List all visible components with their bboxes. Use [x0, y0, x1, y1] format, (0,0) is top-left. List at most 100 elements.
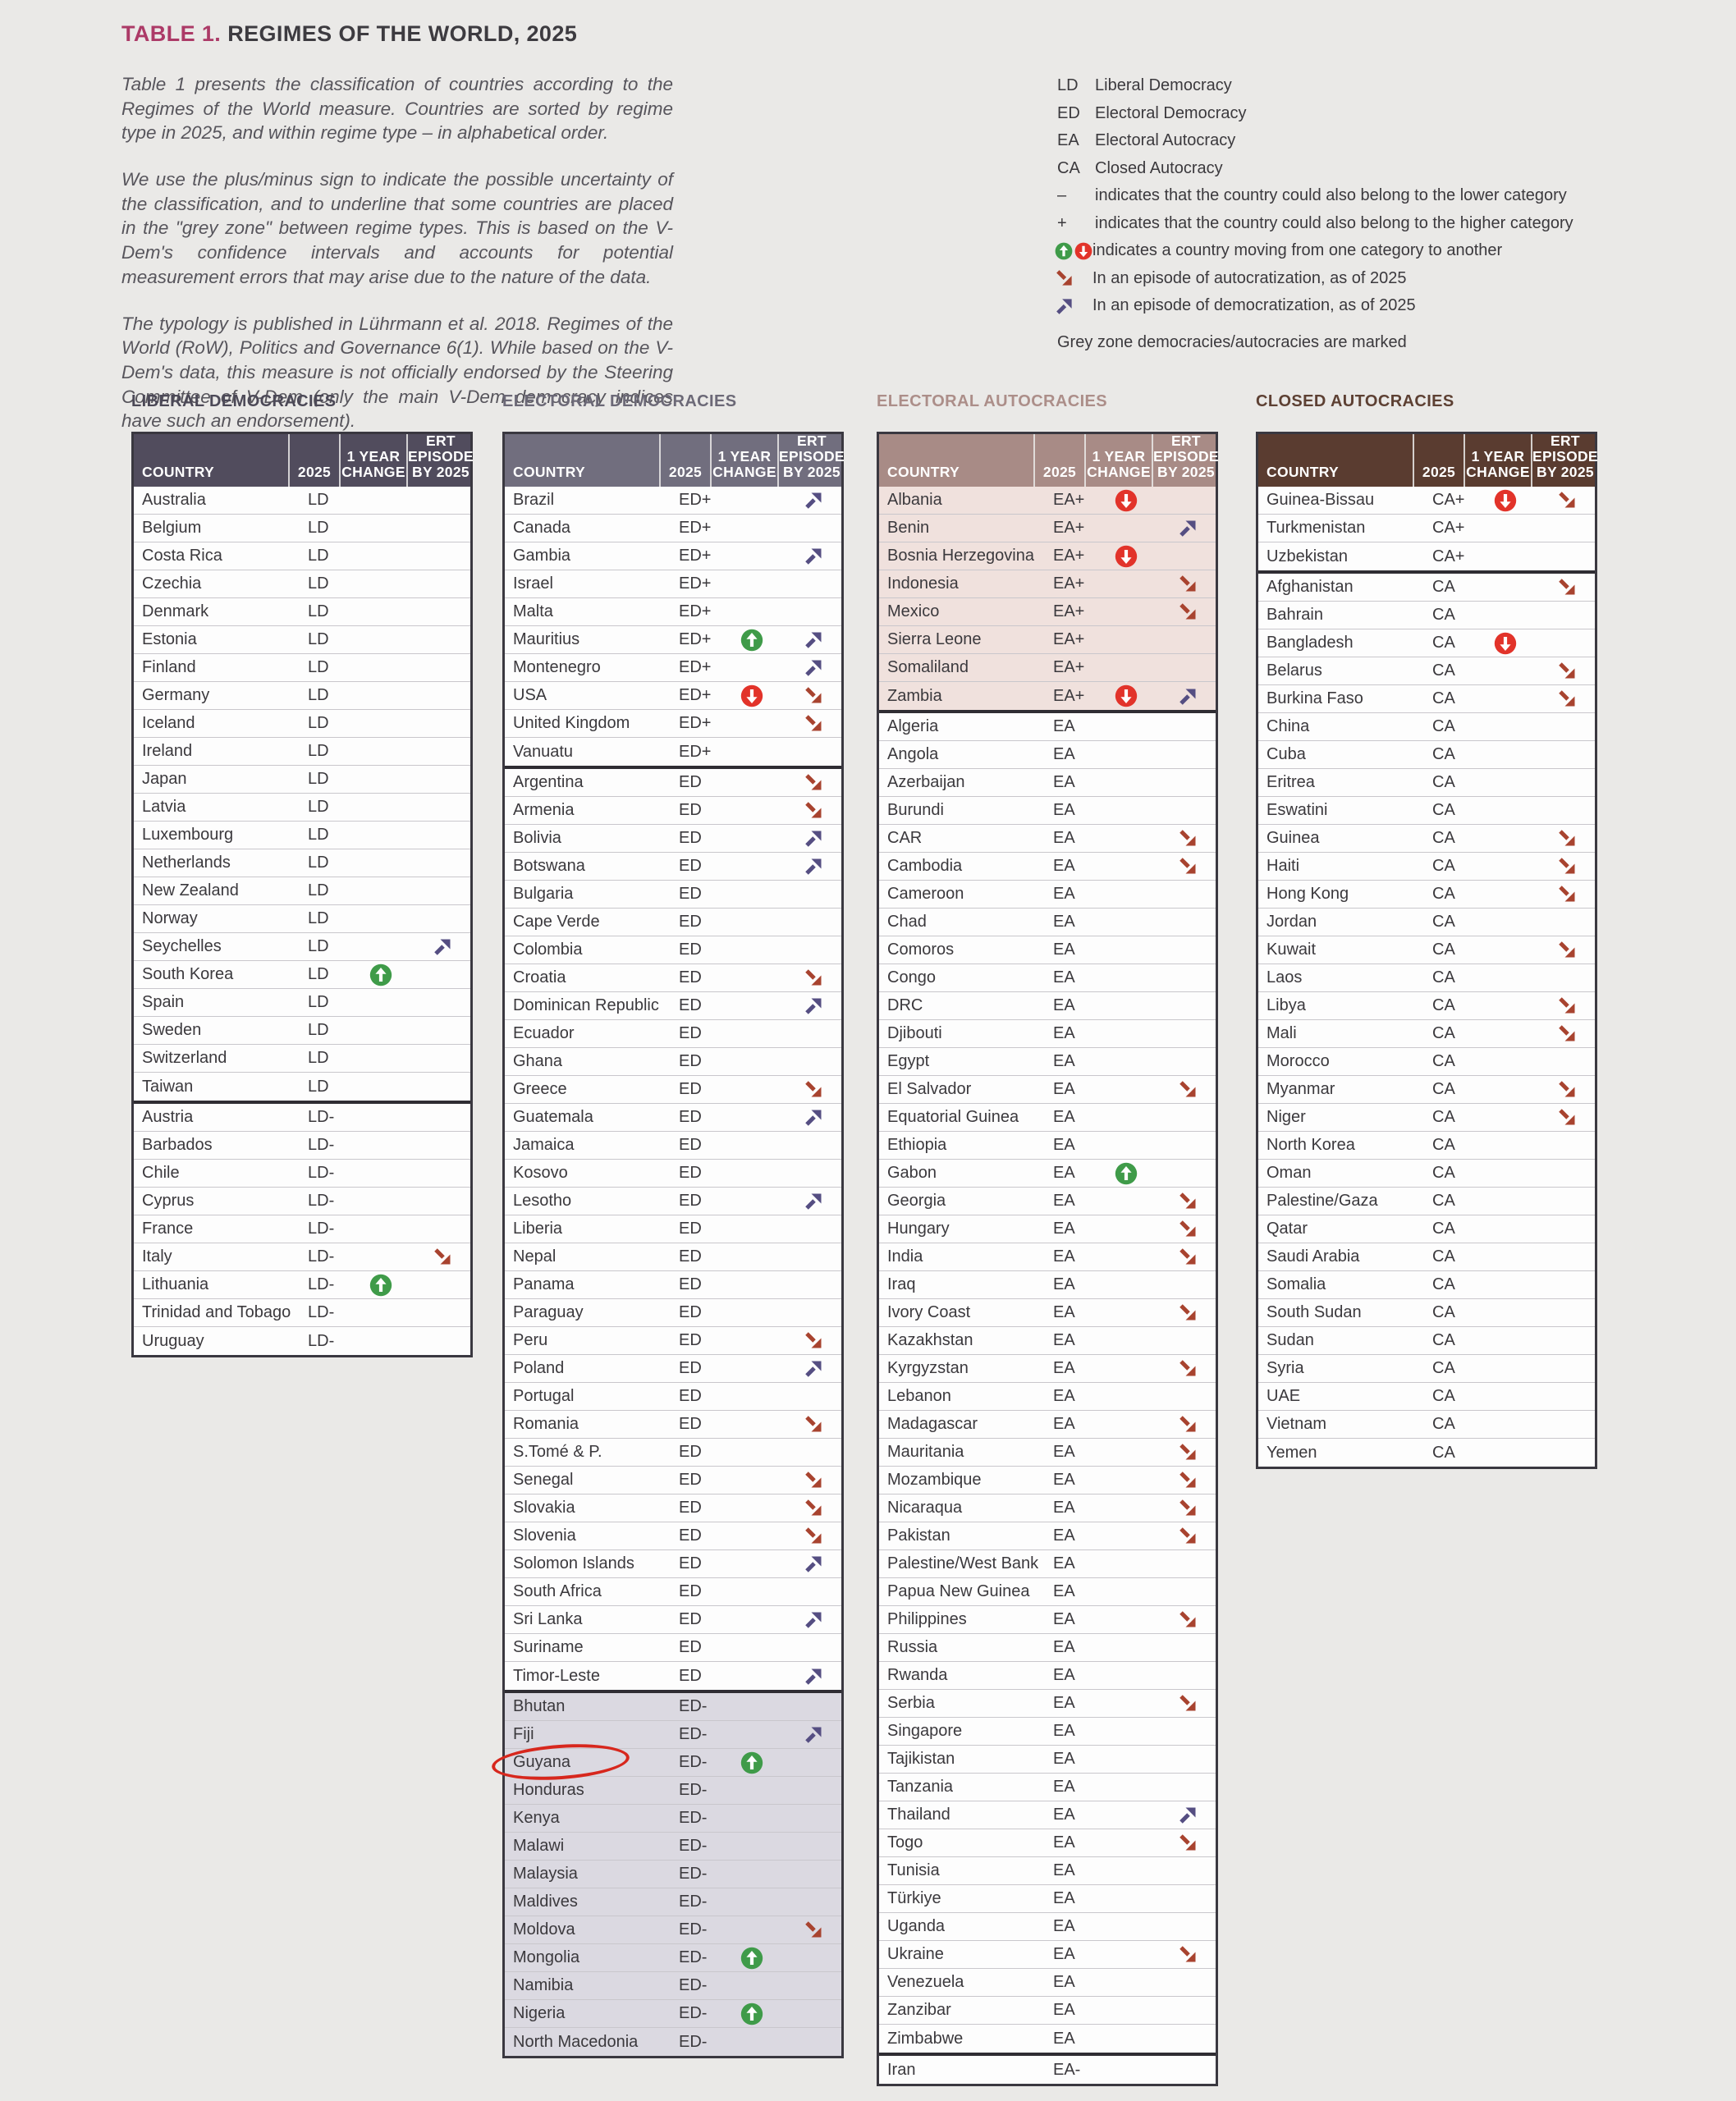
country-cell: Nepal: [513, 1247, 557, 1266]
country-cell: Ethiopia: [887, 1136, 947, 1154]
country-cell: Afghanistan: [1267, 578, 1354, 596]
regime-code-cell: EA: [1053, 2001, 1075, 2019]
legend-symbol: EA: [1057, 131, 1079, 150]
democratization-arrow-icon: [804, 660, 821, 676]
table-row: Ireland LD: [134, 738, 470, 766]
regime-code-cell: ED: [679, 885, 702, 903]
regime-code-cell: EA: [1053, 1638, 1075, 1656]
table-section-title: ELECTORAL AUTOCRACIES: [877, 392, 1108, 410]
regime-code-cell: ED: [679, 829, 702, 847]
table-row: Bangladesh CA: [1258, 629, 1595, 657]
regime-code-cell: EA: [1053, 1192, 1075, 1210]
country-cell: Mexico: [887, 602, 940, 620]
table-row: Ukraine EA: [879, 1941, 1216, 1969]
legend-items: LD Liberal Democracy ED Electoral Democracy…: [1055, 72, 1681, 320]
ert-episode-cell: [786, 1526, 841, 1546]
regime-code-cell: EA+: [1053, 491, 1085, 509]
regime-code-cell: CA+: [1432, 547, 1465, 565]
up-circle-icon: [1055, 242, 1073, 260]
country-cell: Lesotho: [513, 1192, 572, 1210]
ert-episode-cell: [415, 936, 470, 957]
table-row: South Sudan CA: [1258, 1299, 1595, 1327]
regime-code-cell: ED: [679, 1024, 702, 1042]
country-cell: Burundi: [887, 801, 944, 819]
autocratization-arrow-icon: [1179, 1192, 1195, 1209]
country-cell: Israel: [513, 574, 553, 593]
autocratization-arrow-icon: [1179, 1611, 1195, 1627]
country-cell: Oman: [1267, 1164, 1312, 1182]
autocratization-arrow-icon: [1179, 1220, 1195, 1237]
country-cell: Iceland: [142, 714, 195, 732]
country-cell: Guinea: [1267, 829, 1320, 847]
table-row: Australia LD: [134, 487, 470, 515]
country-cell: Moldova: [513, 1920, 575, 1939]
regime-code-cell: ED: [679, 857, 702, 875]
country-cell: Haiti: [1267, 857, 1300, 875]
table-row: India EA: [879, 1243, 1216, 1271]
table-row: Ecuador ED: [505, 1020, 841, 1048]
table-row: Lesotho ED: [505, 1188, 841, 1215]
regime-code-cell: CA: [1432, 968, 1455, 986]
country-cell: Bulgaria: [513, 885, 574, 903]
regime-code-cell: ED+: [679, 491, 712, 509]
regime-code-cell: EA+: [1053, 602, 1085, 620]
table-row: Honduras ED-: [505, 1777, 841, 1805]
table-row: Singapore EA: [879, 1718, 1216, 1746]
one-year-change-cell: [718, 1947, 786, 1970]
table-row: Malawi ED-: [505, 1833, 841, 1861]
regime-code-cell: LD: [308, 742, 329, 760]
country-cell: Benin: [887, 519, 930, 537]
regime-code-cell: CA: [1432, 1359, 1455, 1377]
table-row: UAE CA: [1258, 1383, 1595, 1411]
regime-code-cell: ED+: [679, 714, 712, 732]
ert-episode-cell: [1539, 996, 1595, 1016]
table-row: Cape Verde ED: [505, 909, 841, 936]
country-cell: Philippines: [887, 1610, 967, 1628]
table-row: Gambia ED+: [505, 542, 841, 570]
autocratization-arrow-icon: [1179, 1499, 1195, 1516]
country-cell: Myanmar: [1267, 1080, 1335, 1098]
table-row: Guinea-Bissau CA+: [1258, 487, 1595, 515]
one-year-change-cell: [718, 684, 786, 707]
country-cell: Sweden: [142, 1021, 202, 1039]
regime-code-cell: ED: [679, 1527, 702, 1545]
table-row: Fiji ED-: [505, 1721, 841, 1749]
column-header-country: COUNTRY: [887, 464, 960, 480]
country-cell: Honduras: [513, 1781, 584, 1799]
regime-code-cell: CA: [1432, 689, 1455, 707]
country-cell: Malta: [513, 602, 553, 620]
regime-group-LD: Australia LD Belgium LD Costa Rica LD Czechia L…: [134, 487, 470, 1101]
regime-code-cell: ED: [679, 1666, 702, 1685]
down-circle-icon: [1115, 684, 1138, 707]
one-year-change-cell: [1092, 684, 1160, 707]
autocratization-arrow-icon: [1179, 830, 1195, 846]
country-cell: Burkina Faso: [1267, 689, 1363, 707]
regime-code-cell: CA: [1432, 1415, 1455, 1433]
table-row: Solomon Islands ED: [505, 1550, 841, 1578]
table-row: Panama ED: [505, 1271, 841, 1299]
table-row: CAR EA: [879, 825, 1216, 853]
country-cell: Zambia: [887, 686, 942, 705]
ert-episode-cell: [786, 996, 841, 1016]
table-row: Peru ED: [505, 1327, 841, 1355]
table-row: Sweden LD: [134, 1017, 470, 1045]
regime-code-cell: EA: [1053, 1666, 1075, 1684]
country-cell: China: [1267, 717, 1310, 735]
table-row: Papua New Guinea EA: [879, 1578, 1216, 1606]
autocratization-arrow-icon: [1558, 492, 1574, 508]
table-row: Haiti CA: [1258, 853, 1595, 881]
country-cell: Zimbabwe: [887, 2029, 964, 2048]
regime-code-cell: ED: [679, 1638, 702, 1656]
country-cell: Estonia: [142, 630, 197, 648]
regime-code-cell: EA: [1053, 1331, 1075, 1349]
table-row: Uganda EA: [879, 1913, 1216, 1941]
column-header-ert-episode: ERT EPISODE BY 2025: [777, 433, 845, 487]
ert-episode-cell: [1160, 1247, 1216, 1267]
table-row: Philippines EA: [879, 1606, 1216, 1634]
country-cell: Liberia: [513, 1220, 563, 1238]
regime-code-cell: ED-: [679, 1697, 708, 1715]
page-title: TABLE 1. REGIMES OF THE WORLD, 2025: [121, 21, 577, 47]
column-header-country: COUNTRY: [513, 464, 585, 480]
democratization-arrow-icon: [1179, 520, 1195, 537]
regime-code-cell: CA: [1432, 1220, 1455, 1238]
